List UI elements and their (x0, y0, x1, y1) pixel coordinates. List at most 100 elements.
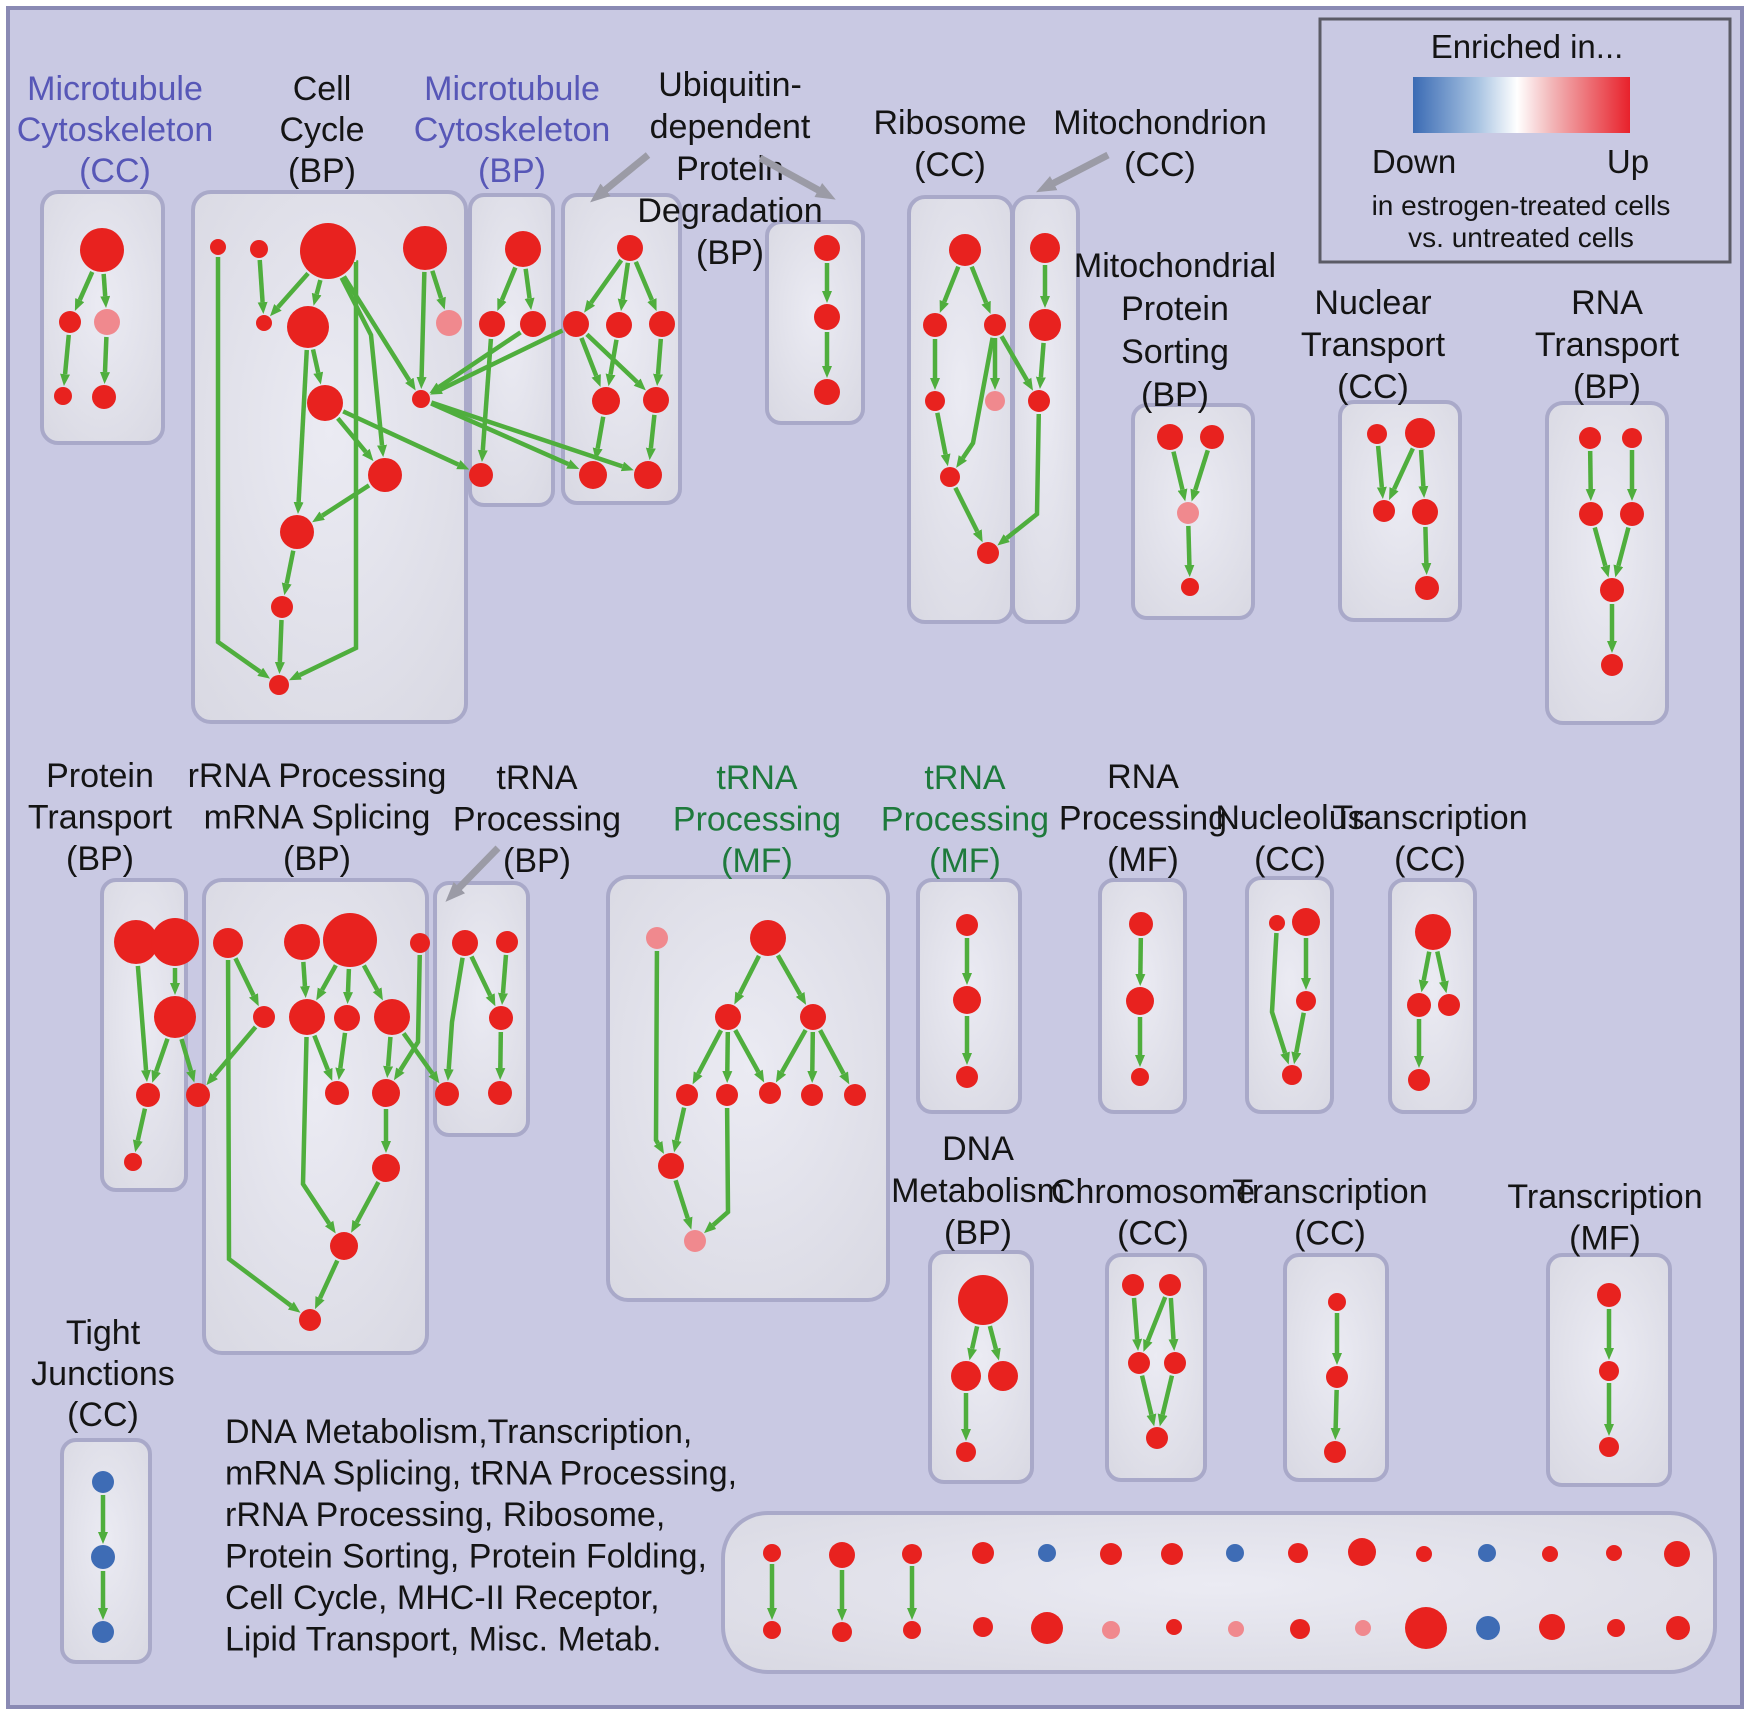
go-term-node-up (1664, 1541, 1690, 1567)
go-term-node-up (54, 387, 72, 405)
cluster-label-prot: (BP) (66, 840, 134, 878)
cluster-label-mtcc: (CC) (79, 152, 151, 190)
edge-arrow (1435, 951, 1449, 994)
go-term-node-up (958, 1275, 1008, 1325)
edge-arrow (653, 950, 665, 1154)
cluster-label-rpmf: (MF) (1107, 841, 1179, 879)
edge-arrow (315, 1259, 340, 1310)
go-term-node-up (374, 999, 410, 1035)
edge-arrow (939, 265, 961, 313)
go-term-node-up (973, 1617, 993, 1637)
cluster-label-prot: Protein (46, 757, 154, 795)
edge-arrow (692, 1029, 724, 1085)
cluster-label-mps: Protein (1121, 290, 1229, 328)
go-term-node-up (325, 1081, 349, 1105)
go-term-node-up (1146, 1427, 1168, 1449)
go-term-node-up (372, 1154, 400, 1182)
edge-arrow (704, 1107, 731, 1234)
go-term-node-up (307, 385, 343, 421)
go-term-node-up (287, 306, 329, 348)
go-term-node-up (92, 385, 116, 409)
edge-arrow (477, 338, 494, 463)
edge-arrow (1375, 445, 1387, 500)
go-term-node-up (984, 314, 1006, 336)
cluster-label-tmf: (MF) (1569, 1220, 1641, 1258)
edge-arrow (1139, 1375, 1157, 1427)
cluster-label-ubiq: Protein (676, 150, 784, 188)
go-term-node-up (676, 1084, 698, 1106)
go-term-node-up (592, 387, 620, 415)
edge-arrow (281, 550, 296, 596)
cluster-label-ribo: Ribosome (873, 104, 1026, 142)
cluster-label-mtcc: Cytoskeleton (17, 111, 214, 149)
edge-arrow (1184, 525, 1195, 578)
edge-arrow (401, 1031, 440, 1084)
legend-down: Down (1372, 143, 1456, 180)
cluster-label-rnat: Transport (1535, 326, 1680, 364)
go-term-node-up (136, 1083, 160, 1107)
go-term-node-up (1599, 1437, 1619, 1457)
edge-arrow (151, 1037, 170, 1083)
go-term-node-up (832, 1622, 852, 1642)
go-term-node-up (1373, 500, 1395, 522)
go-term-node-up (271, 596, 293, 618)
go-term-node-weak-up (1102, 1621, 1120, 1639)
go-term-node-up (801, 1084, 823, 1106)
edge-arrow (722, 1031, 733, 1084)
edge-arrow (1035, 342, 1046, 390)
edge-arrow (645, 414, 657, 461)
go-term-node-up (289, 999, 325, 1035)
edge-arrow (430, 400, 634, 472)
go-term-node-up (1282, 1065, 1302, 1085)
note-line: Protein Sorting, Protein Folding, (225, 1538, 707, 1576)
note-line: Cell Cycle, MHC-II Receptor, (225, 1579, 660, 1617)
go-term-node-up (323, 913, 377, 967)
cluster-label-dnam: DNA (942, 1130, 1014, 1168)
edge-arrow (416, 271, 427, 390)
edge-arrow (969, 265, 991, 314)
cluster-label-mps: (BP) (1141, 376, 1209, 414)
go-term-node-weak-up (985, 391, 1005, 411)
edge-arrow (953, 486, 983, 543)
go-term-node-up (844, 1084, 866, 1106)
edge-arrow (233, 957, 259, 1007)
go-term-node-up (1200, 425, 1224, 449)
go-term-node-up (715, 1004, 741, 1030)
edge-arrow (269, 271, 310, 317)
go-term-node-up (1164, 1352, 1186, 1374)
cluster-label-mps: Sorting (1121, 333, 1229, 371)
go-term-node-weak-up (646, 927, 668, 949)
go-term-node-up (1606, 1545, 1622, 1561)
cluster-label-tccA: Transcription (1332, 799, 1527, 837)
annotation-arrow-icon (445, 845, 501, 902)
go-term-node-up (1029, 309, 1061, 341)
go-term-node-down (91, 1545, 115, 1569)
go-term-node-up (300, 223, 356, 279)
go-term-node-up (1607, 1619, 1625, 1637)
go-term-node-up (1599, 1361, 1619, 1381)
go-term-node-up (372, 1079, 400, 1107)
go-term-node-up (469, 463, 493, 487)
note-line: DNA Metabolism,Transcription, (225, 1413, 692, 1451)
go-term-node-weak-up (684, 1230, 706, 1252)
edge-arrow (361, 964, 383, 1001)
cluster-label-tccB: Transcription (1232, 1173, 1427, 1211)
go-term-node-down (92, 1471, 114, 1493)
cluster-label-ubiq: Degradation (637, 192, 822, 230)
go-term-node-up (80, 228, 124, 272)
go-term-node-up (1159, 1274, 1181, 1296)
edge-arrow (1613, 526, 1631, 578)
legend-sub2: vs. untreated cells (1408, 222, 1634, 253)
cluster-label-trbp: (BP) (503, 842, 571, 880)
edge-arrow (1418, 951, 1432, 993)
legend-sub1: in estrogen-treated cells (1372, 190, 1671, 221)
cluster-box-ubiq (561, 193, 682, 505)
cluster-label-rrna: rRNA Processing (188, 757, 447, 795)
cluster-label-chrm: (CC) (1117, 1215, 1189, 1253)
go-term-node-up (716, 1084, 738, 1106)
edge-arrow (579, 337, 601, 388)
cluster-label-prot: Transport (28, 799, 173, 837)
go-term-node-up (1269, 915, 1285, 931)
edge-arrow (1168, 1297, 1179, 1352)
cluster-label-chrm: Chromosome (1051, 1173, 1255, 1211)
